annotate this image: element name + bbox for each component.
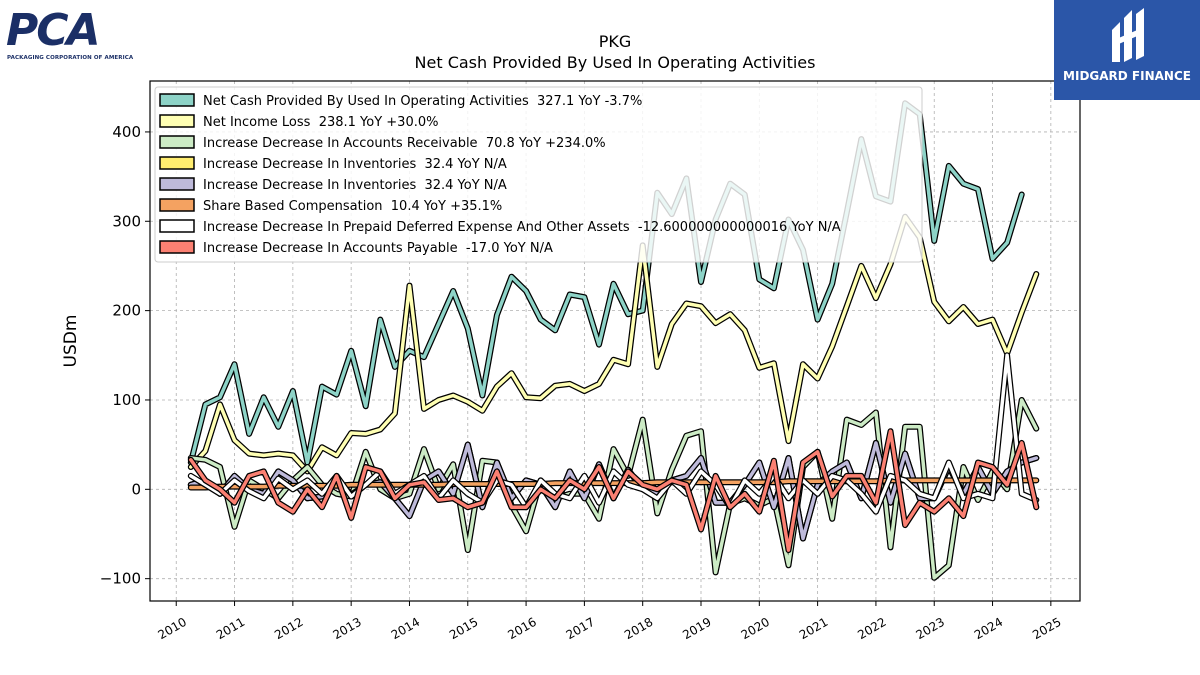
legend-swatch (159, 114, 195, 128)
x-tick-label: 2011 (214, 615, 247, 642)
x-tick-label: 2017 (564, 615, 597, 642)
legend-swatch (159, 93, 195, 107)
series-8 (187, 428, 1040, 554)
y-tick-label: −100 (100, 570, 141, 588)
x-tick-label: 2020 (739, 615, 772, 642)
midgard-logo-text: MIDGARD FINANCE (1063, 69, 1191, 83)
legend-entry: Increase Decrease In Accounts Payable -1… (203, 241, 553, 256)
pca-logo-subtext: PACKAGING CORPORATION OF AMERICA (7, 55, 134, 61)
legend-swatch (159, 219, 195, 233)
plot-frame (149, 80, 1081, 602)
x-tick-label: 2024 (972, 615, 1005, 642)
chart-subtitle: Net Cash Provided By Used In Operating A… (415, 53, 816, 72)
chart-title: PKG (599, 32, 632, 51)
x-tick-label: 2014 (389, 615, 422, 642)
legend-swatch (159, 135, 195, 149)
legend: Net Cash Provided By Used In Operating A… (154, 86, 923, 263)
x-tick-label: 2010 (156, 615, 189, 642)
midgard-finance-logo: MIDGARD FINANCE (1054, 0, 1200, 100)
x-tick-label: 2012 (272, 615, 305, 642)
legend-swatch (159, 177, 195, 191)
y-tick-label: 200 (112, 302, 141, 320)
x-tick-label: 2022 (855, 615, 888, 642)
y-tick-label: 300 (112, 212, 141, 230)
series-line (189, 429, 1039, 552)
legend-box (154, 86, 923, 263)
y-axis: −100 0 100 200 300 400 (100, 123, 150, 588)
x-tick-label: 2021 (797, 615, 830, 642)
legend-entry: Increase Decrease In Prepaid Deferred Ex… (203, 220, 841, 235)
legend-entry: Net Cash Provided By Used In Operating A… (203, 94, 642, 109)
pca-logo: PCA PACKAGING CORPORATION OF AMERICA (6, 5, 133, 64)
legend-entry: Increase Decrease In Inventories 32.4 Yo… (203, 178, 507, 193)
x-tick-label: 2016 (505, 615, 538, 642)
y-tick-label: 0 (131, 480, 141, 498)
pca-logo-mark: PCA (6, 5, 101, 56)
x-axis: 2010 2011 2012 2013 2014 2015 2016 2017 2018 2019… (156, 601, 1064, 642)
y-tick-label: 100 (112, 391, 141, 409)
x-tick-label: 2019 (680, 615, 713, 642)
legend-swatch (159, 240, 195, 254)
x-tick-label: 2013 (330, 615, 363, 642)
legend-entry: Increase Decrease In Inventories 32.4 Yo… (203, 157, 507, 172)
x-tick-label: 2015 (447, 615, 480, 642)
legend-swatch (159, 198, 195, 212)
x-tick-label: 2025 (1030, 615, 1063, 642)
midgard-logo-icon (1112, 8, 1144, 62)
legend-swatch (159, 156, 195, 170)
legend-entry: Increase Decrease In Accounts Receivable… (203, 136, 606, 151)
y-axis-label: USDm (61, 315, 81, 368)
legend-entry: Net Income Loss 238.1 YoY +30.0% (203, 115, 438, 130)
x-tick-label: 2023 (914, 615, 947, 642)
legend-entry: Share Based Compensation 10.4 YoY +35.1% (203, 199, 502, 214)
series-7 (187, 352, 1040, 515)
y-tick-label: 400 (112, 123, 141, 141)
x-tick-label: 2018 (622, 615, 655, 642)
